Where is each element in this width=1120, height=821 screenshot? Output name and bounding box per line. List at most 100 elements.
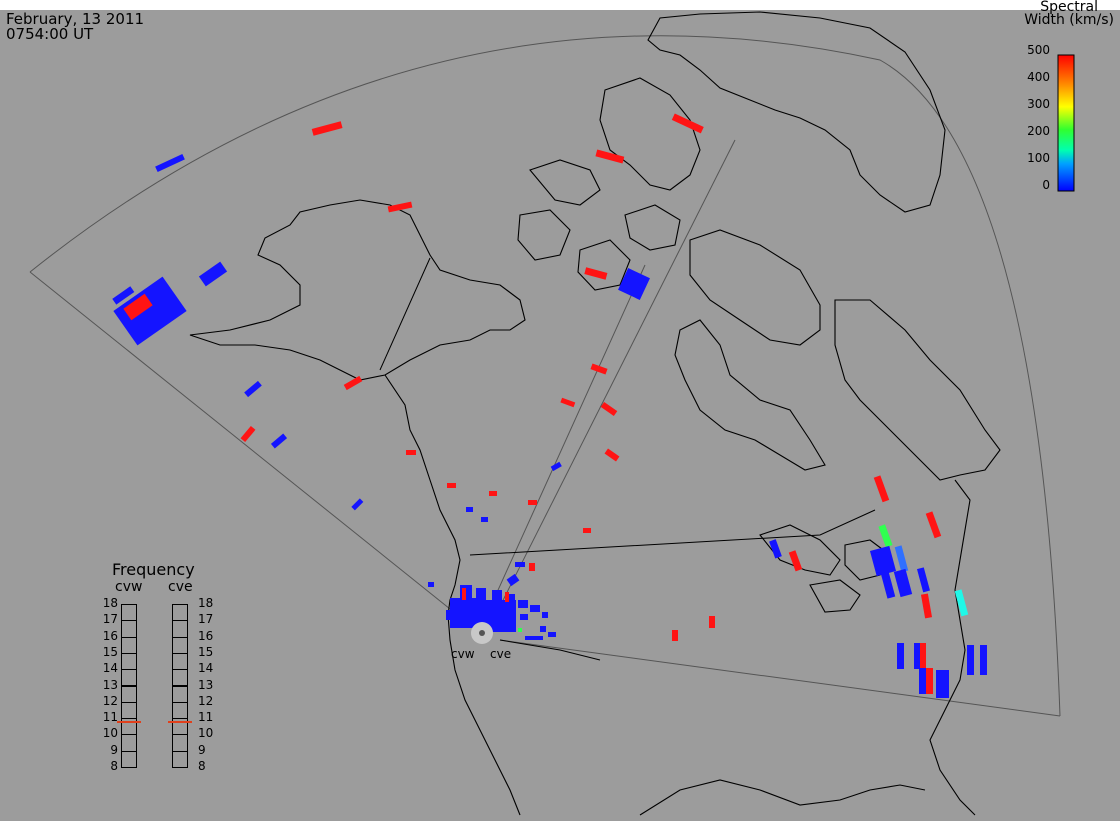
alaska-canada-border <box>379 257 431 371</box>
frequency-tick-left: 17 <box>102 612 118 627</box>
fov-west-edge <box>29 271 471 626</box>
frequency-cell <box>172 734 188 752</box>
echo-cell <box>769 539 782 559</box>
frequency-cell <box>121 636 137 654</box>
echo-cell <box>518 628 522 632</box>
echo-cell <box>505 592 509 602</box>
frequency-col-cvw: cvw <box>115 579 143 595</box>
frequency-tick-right: 10 <box>198 726 214 741</box>
us-canada-border <box>469 509 876 556</box>
echo-cell <box>590 363 608 375</box>
echo-cell <box>920 593 933 619</box>
frequency-tick-right: 12 <box>198 693 214 708</box>
east-coast <box>929 479 976 816</box>
frequency-cell <box>121 620 137 638</box>
frequency-tick-left: 11 <box>102 710 118 725</box>
colorbar-tick: 400 <box>1027 70 1050 84</box>
frequency-cell <box>172 652 188 671</box>
fov-inner-edge-cvw <box>479 264 646 631</box>
echo-cell <box>980 645 987 675</box>
echo-cell <box>123 293 153 321</box>
frequency-col-cve: cve <box>168 579 193 595</box>
frequency-cell <box>121 685 137 703</box>
echo-cell <box>351 498 364 511</box>
echo-cell <box>926 668 933 694</box>
echo-cell <box>788 550 803 572</box>
west-coast <box>384 374 521 816</box>
fov-east-edge <box>499 639 1061 717</box>
colorbar-title-line2: Width (km/s) <box>1024 12 1114 28</box>
frequency-tick-right: 9 <box>198 742 206 757</box>
echo-cell <box>466 507 473 512</box>
frequency-cell <box>121 604 137 622</box>
echo-cell <box>462 588 466 600</box>
top-strip <box>0 0 1120 10</box>
frequency-tick-left: 12 <box>102 693 118 708</box>
echo-cell <box>428 582 434 587</box>
echo-cells <box>112 113 987 698</box>
gulf-coast <box>639 779 926 816</box>
echo-cell <box>914 643 921 669</box>
frequency-tick-left: 14 <box>102 661 118 676</box>
echo-cell <box>406 450 416 455</box>
echo-cell <box>936 670 949 698</box>
echo-cell <box>954 589 969 617</box>
echo-cell <box>528 500 537 505</box>
echo-cell <box>869 545 897 577</box>
frequency-cell <box>172 669 188 687</box>
echo-cell <box>113 276 187 346</box>
echo-cell <box>919 668 926 694</box>
echo-cell <box>595 149 625 164</box>
echo-cell <box>967 645 974 675</box>
frequency-tick-right: 11 <box>198 710 214 725</box>
frequency-cell <box>121 701 137 720</box>
frequency-tick-left: 18 <box>102 596 118 610</box>
colorbar-tick: 0 <box>1042 178 1050 192</box>
colorbar-tick: 500 <box>1027 43 1050 57</box>
fov-outer-arc <box>29 35 1061 717</box>
frequency-tick-right: 18 <box>198 596 214 610</box>
frequency-marker <box>117 721 141 724</box>
ellesmere-coast <box>599 77 701 191</box>
radar-label-cve: cve <box>490 647 512 661</box>
echo-cell <box>387 201 413 213</box>
frequency-cell <box>172 750 188 768</box>
echo-cell <box>618 268 650 300</box>
echo-cell <box>880 571 896 599</box>
near-range-echoes <box>428 562 556 640</box>
echo-cell <box>529 563 535 571</box>
echo-cell <box>600 401 618 417</box>
frequency-cell <box>172 604 188 622</box>
echo-cell <box>311 121 343 136</box>
frequency-tick-left: 15 <box>102 644 118 659</box>
echo-cell <box>520 614 528 620</box>
echo-cell <box>709 616 715 628</box>
echo-cell <box>878 524 893 548</box>
frequency-cell <box>121 734 137 752</box>
frequency-tick-left: 9 <box>110 742 118 757</box>
plot-time: 0754:00 UT <box>6 25 94 43</box>
echo-cell <box>446 610 452 620</box>
echo-cell <box>925 511 942 539</box>
frequency-cell <box>172 620 188 638</box>
echo-cell <box>518 600 528 608</box>
frequency-cell <box>172 701 188 720</box>
echo-cell <box>481 517 488 522</box>
echo-cell <box>897 643 904 669</box>
echo-cell <box>530 605 540 612</box>
echo-cell <box>240 425 256 443</box>
echo-cell <box>548 632 556 637</box>
echo-cell <box>112 286 135 305</box>
colorbar-tick: 200 <box>1027 124 1050 138</box>
echo-cell <box>489 491 497 496</box>
frequency-tick-right: 17 <box>198 612 214 627</box>
frequency-cell <box>121 652 137 671</box>
colorbar-scale <box>1057 54 1075 192</box>
frequency-tick-left: 13 <box>102 677 118 692</box>
echo-cell <box>542 612 548 618</box>
arctic-islands <box>517 159 681 291</box>
colorbar-tick: 100 <box>1027 151 1050 165</box>
echo-cell <box>560 397 576 408</box>
radar-label-cvw: cvw <box>451 647 475 661</box>
echo-cell <box>515 562 525 567</box>
